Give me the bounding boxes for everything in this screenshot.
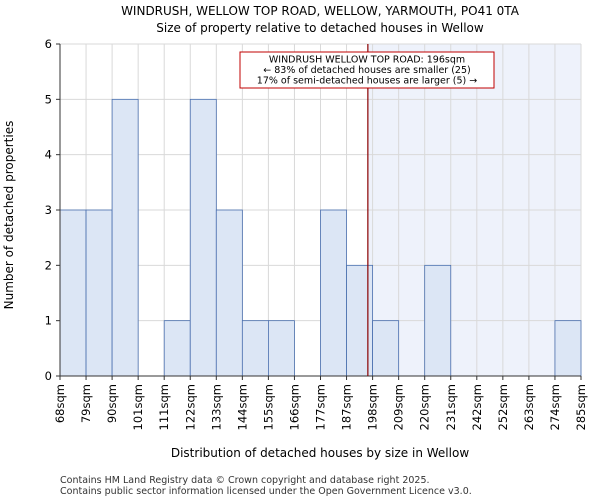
y-tick-label: 1 [45,314,52,328]
footer-line-2: Contains public sector information licen… [60,486,472,497]
x-tick-label: 122sqm [183,384,197,430]
y-axis-label: Number of detached properties [2,121,16,310]
bar [267,320,295,377]
x-tick-label: 220sqm [418,384,432,430]
y-tick-label: 5 [45,92,52,106]
x-tick-label: 90sqm [105,384,119,423]
bar [346,264,373,377]
bar [111,98,139,377]
annotation-box [239,51,495,89]
bar [320,209,347,377]
x-tick-label: 79sqm [79,384,93,423]
x-tick-label: 231sqm [444,384,458,430]
x-tick-label: 68sqm [53,384,67,423]
y-tick-label: 0 [45,369,52,383]
plot-area: 0 1 2 3 4 5 6 68sqm 79sqm 90sqm 101sqm 111sqm 122sqm… [45,37,588,430]
bar [241,320,269,377]
annotation-line-1: WINDRUSH WELLOW TOP ROAD: 196sqm [269,55,465,66]
x-tick-label: 252sqm [496,384,510,430]
annotation-line-2: ← 83% of detached houses are smaller (25… [263,65,470,76]
bar [59,209,87,377]
bar [85,209,113,377]
bar [554,320,582,377]
x-tick-label: 155sqm [261,384,275,430]
annotation-line-3: 17% of semi-detached houses are larger (… [257,76,477,87]
x-tick-label: 285sqm [574,384,588,430]
bar [372,320,400,377]
x-tick-label: 166sqm [287,384,301,430]
y-tick-label: 3 [45,203,52,217]
x-tick-label: 111sqm [157,384,171,430]
x-tick-label: 198sqm [366,384,380,430]
x-axis-label: Distribution of detached houses by size … [171,446,469,460]
y-tick-label: 6 [45,37,52,51]
x-tick-label: 101sqm [131,384,145,430]
bar [424,264,452,377]
x-tick-label: 133sqm [209,384,223,430]
x-tick-label: 209sqm [392,384,406,430]
x-tick-label: 144sqm [235,384,249,430]
x-tick-label: 242sqm [470,384,484,430]
chart-title: WINDRUSH, WELLOW TOP ROAD, WELLOW, YARMO… [121,4,520,18]
x-tick-label: 177sqm [314,384,328,430]
x-tick-label: 187sqm [340,384,354,430]
y-tick-label: 2 [45,258,52,272]
chart-subtitle: Size of property relative to detached ho… [156,21,484,35]
bar [189,98,217,377]
footer-line-1: Contains HM Land Registry data © Crown c… [60,475,430,486]
bar [215,209,243,377]
y-tick-label: 4 [45,148,52,162]
x-tick-label: 274sqm [548,384,562,430]
x-tick-label: 263sqm [522,384,536,430]
bar [163,320,191,377]
